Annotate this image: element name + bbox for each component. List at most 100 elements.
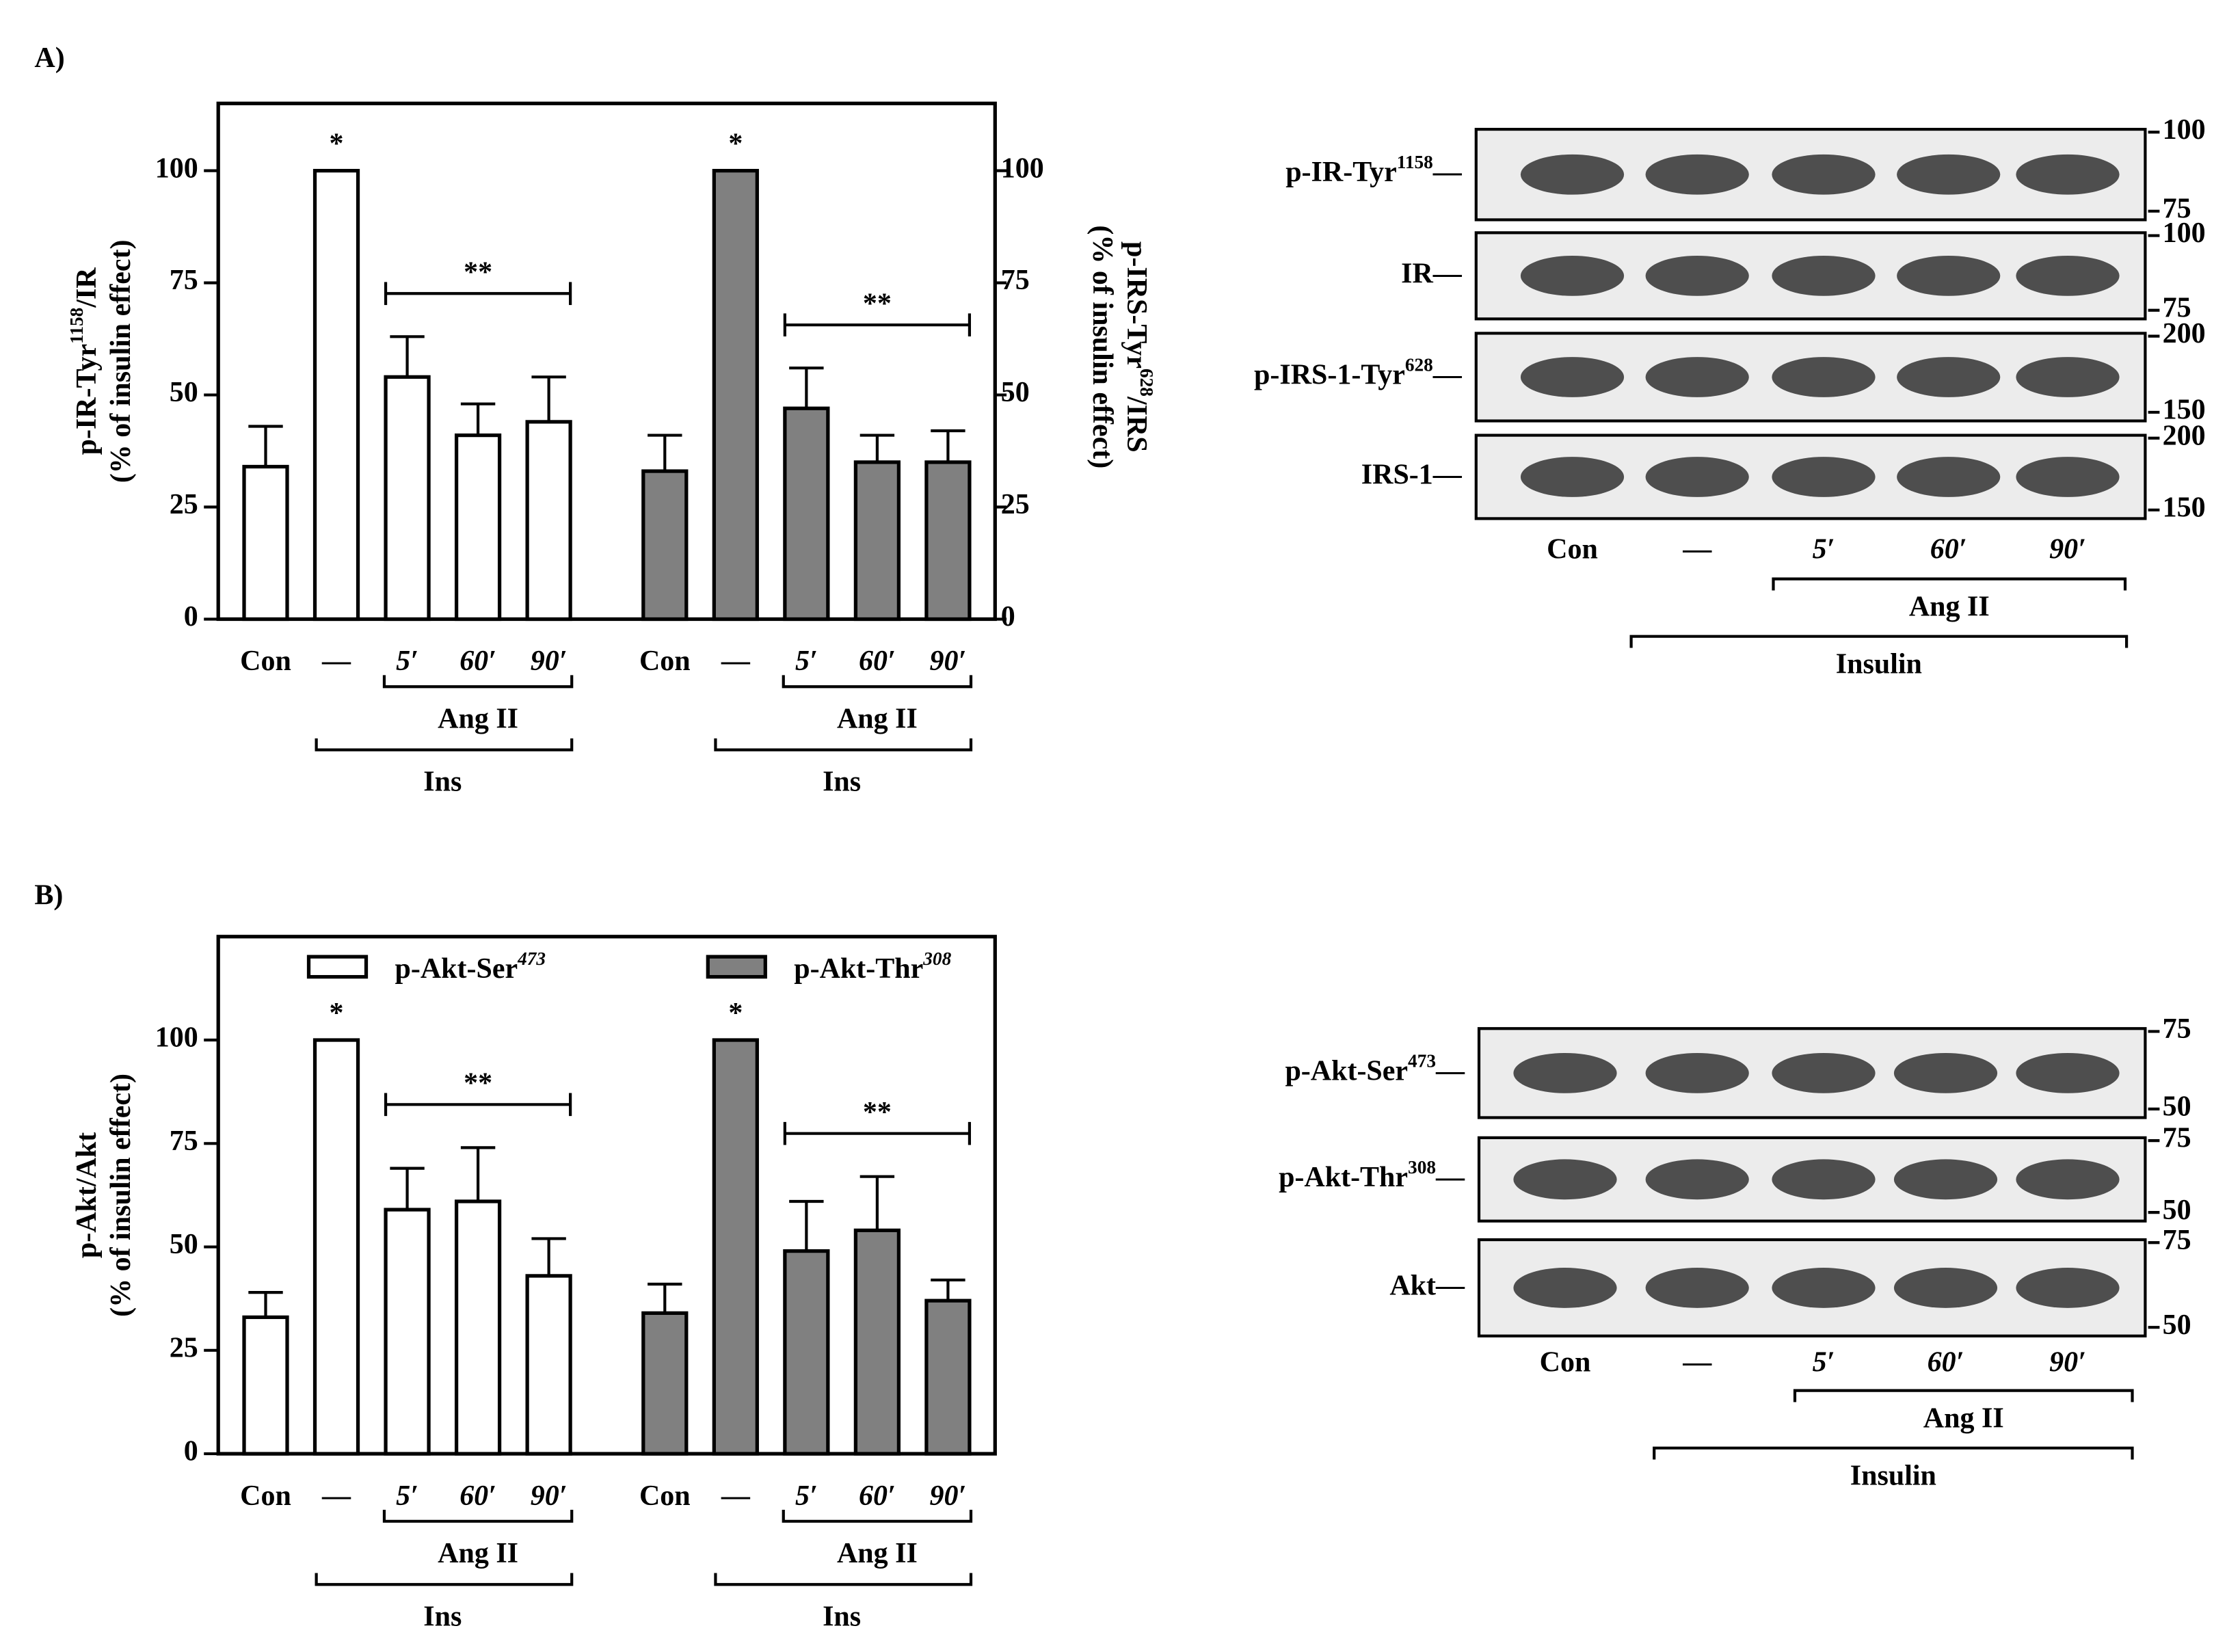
- bracket-label: Ang II: [438, 703, 518, 734]
- blot-row-label-main: IR: [1401, 258, 1433, 289]
- x-tick-label: —: [321, 645, 351, 677]
- bracket: [1772, 577, 2127, 591]
- blot-row-label-tail: —: [1432, 359, 1463, 390]
- bar: [853, 1228, 901, 1456]
- marker-label: 200: [2163, 420, 2206, 451]
- bracket: [315, 1573, 574, 1586]
- bracket-label: Ang II: [1923, 1402, 2004, 1434]
- bar: [312, 169, 360, 622]
- blot-row-label: p-IRS-1-Tyr628—: [1254, 355, 1463, 390]
- y-axis-label-line2: (% of insulin effect): [105, 1074, 137, 1317]
- bar: [454, 1199, 502, 1456]
- lane-label: 60′: [1928, 1346, 1964, 1378]
- marker-label: 100: [2163, 217, 2206, 249]
- blot-row-label: Akt—: [1389, 1270, 1465, 1301]
- blot-band: [2016, 1268, 2120, 1308]
- blot-row-label-tail: —: [1435, 1055, 1465, 1087]
- blot-band: [1772, 154, 1876, 195]
- bar: [312, 1038, 360, 1456]
- blot-band: [1513, 1268, 1617, 1308]
- marker-label: 150: [2163, 492, 2206, 523]
- bar: [454, 433, 502, 622]
- significance-marker: *: [330, 129, 344, 160]
- blot-band: [1897, 457, 2001, 497]
- bar: [924, 1298, 972, 1456]
- blot-row-label: p-Akt-Ser473—: [1285, 1051, 1465, 1087]
- bracket-label: Insulin: [1836, 648, 1922, 680]
- legend-label: p-Akt-Ser473: [395, 948, 546, 984]
- blot-row-label-tail: —: [1435, 1161, 1465, 1193]
- blot-band: [1520, 154, 1625, 195]
- blot-band: [1645, 255, 1749, 296]
- lane-label: 60′: [1930, 533, 1967, 565]
- bracket-label: Ang II: [837, 1538, 918, 1569]
- blot-row-label-tail: —: [1432, 258, 1463, 289]
- x-tick-label: 60′: [859, 645, 896, 677]
- y-tick-label: 50: [170, 377, 198, 408]
- bracket: [782, 675, 973, 689]
- y2-axis-label-tail: /IRS: [1121, 396, 1152, 453]
- marker-label: 100: [2163, 114, 2206, 146]
- y2-axis-label: p-IRS-Tyr628/IRS: [1121, 241, 1156, 453]
- y-tick-label: 0: [184, 1436, 198, 1467]
- blot-band: [1893, 1052, 1998, 1093]
- blot-row-label-sup: 1158: [1397, 152, 1433, 173]
- y-axis-label: p-IR-Tyr1158/IR: [66, 267, 102, 455]
- x-tick-label: Con: [240, 645, 291, 677]
- plot-frame: [216, 101, 997, 622]
- y-tick-label: 100: [155, 1022, 198, 1054]
- bracket: [382, 675, 574, 689]
- blot-band: [1772, 357, 1876, 397]
- bracket-label: Ins: [423, 767, 462, 798]
- bar: [712, 169, 759, 622]
- bar: [525, 420, 572, 622]
- significance-marker: *: [330, 998, 344, 1029]
- blot-band: [1897, 357, 2001, 397]
- blot-band: [1645, 1268, 1749, 1308]
- blot-band: [1772, 255, 1876, 296]
- bar: [242, 1315, 289, 1456]
- marker-label: 200: [2163, 318, 2206, 349]
- x-tick-label: Con: [639, 645, 691, 677]
- blot-row-label-sup: 628: [1405, 355, 1433, 375]
- bar: [783, 1249, 830, 1456]
- blot-band: [1645, 357, 1749, 397]
- blot-band: [1513, 1159, 1617, 1200]
- y-tick-label: 25: [170, 489, 198, 520]
- blot-band: [1520, 457, 1625, 497]
- x-tick-label: 90′: [930, 645, 967, 677]
- x-tick-label: Con: [240, 1480, 291, 1512]
- blot-band: [2016, 154, 2120, 195]
- legend-swatch: [306, 955, 369, 979]
- bar: [712, 1038, 759, 1456]
- blot-band: [1772, 1052, 1876, 1093]
- y2-tick-label: 50: [1001, 377, 1030, 408]
- bar: [384, 375, 431, 622]
- x-tick-label: 90′: [531, 645, 568, 677]
- bracket-label: Insulin: [1850, 1460, 1936, 1491]
- blot-row-label-main: IRS-1: [1361, 459, 1433, 490]
- marker-label: 50: [2163, 1195, 2191, 1226]
- marker-label: 75: [2163, 1013, 2191, 1045]
- y-axis-label-main: p-Akt/Akt: [71, 1132, 103, 1258]
- legend-name: p-Akt-Thr: [794, 953, 923, 985]
- blot-band: [1772, 1159, 1876, 1200]
- bracket: [1793, 1389, 2134, 1402]
- significance-marker: *: [728, 129, 743, 160]
- x-tick-label: 60′: [459, 1480, 496, 1512]
- significance-marker: *: [728, 998, 743, 1029]
- bracket: [782, 1510, 973, 1523]
- legend-name: p-Akt-Ser: [395, 953, 518, 985]
- blot-row-label-tail: —: [1432, 157, 1463, 188]
- x-tick-label: 60′: [859, 1480, 896, 1512]
- blot-band: [1513, 1052, 1617, 1093]
- bracket: [714, 1573, 973, 1586]
- bar: [853, 460, 901, 622]
- y-tick-label: 75: [170, 265, 198, 296]
- lane-label: —: [1682, 1346, 1712, 1378]
- x-tick-label: 90′: [531, 1480, 568, 1512]
- blot-row-label: IRS-1—: [1361, 459, 1463, 490]
- blot-band: [1645, 1159, 1749, 1200]
